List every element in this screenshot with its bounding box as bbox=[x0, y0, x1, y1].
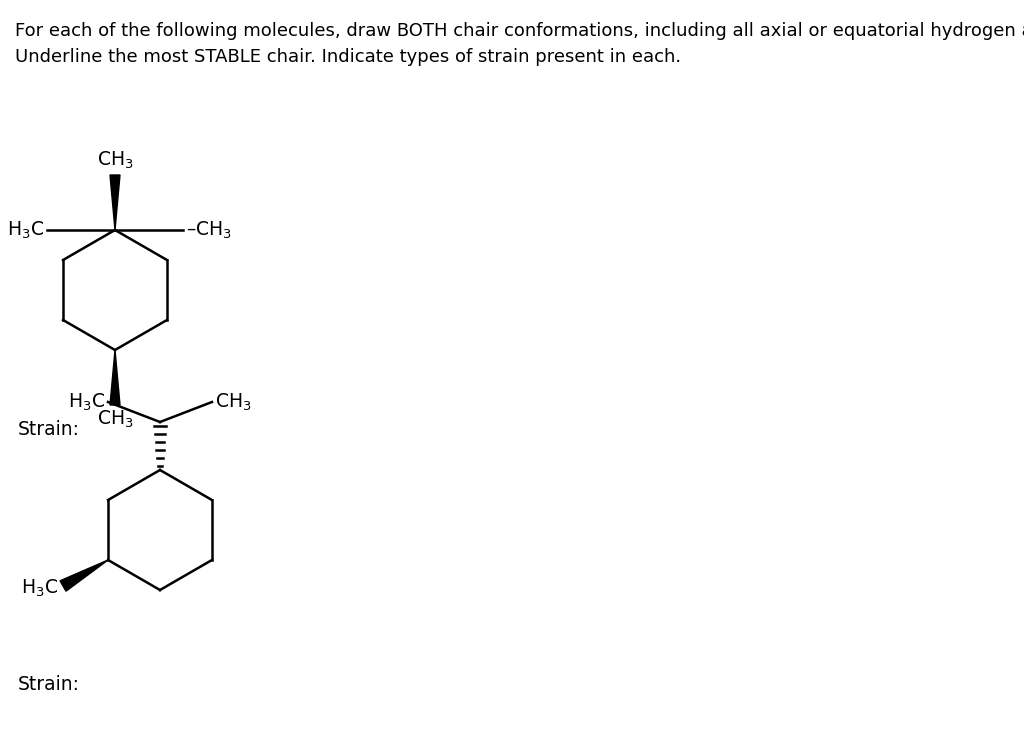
Text: For each of the following molecules, draw BOTH chair conformations, including al: For each of the following molecules, dra… bbox=[15, 22, 1024, 40]
Text: H$_3$C: H$_3$C bbox=[7, 219, 44, 240]
Text: H$_3$C: H$_3$C bbox=[20, 577, 58, 599]
Text: CH$_3$: CH$_3$ bbox=[215, 391, 252, 413]
Text: Strain:: Strain: bbox=[18, 420, 80, 439]
Text: CH$_3$: CH$_3$ bbox=[96, 150, 133, 171]
Polygon shape bbox=[60, 560, 109, 591]
Text: H$_3$C: H$_3$C bbox=[68, 391, 105, 413]
Polygon shape bbox=[110, 175, 120, 230]
Text: –CH$_3$: –CH$_3$ bbox=[186, 219, 232, 240]
Text: Strain:: Strain: bbox=[18, 675, 80, 694]
Text: Underline the most STABLE chair. Indicate types of strain present in each.: Underline the most STABLE chair. Indicat… bbox=[15, 48, 681, 66]
Text: CH$_3$: CH$_3$ bbox=[96, 409, 133, 431]
Polygon shape bbox=[110, 350, 120, 405]
